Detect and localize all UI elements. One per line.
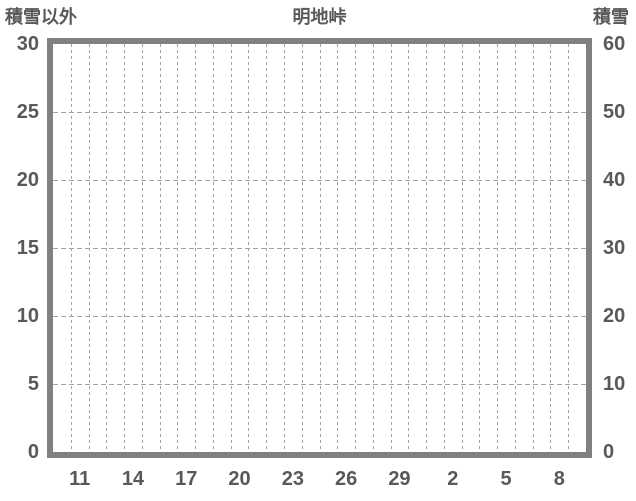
gridlines — [53, 44, 586, 452]
x-axis-tick-label: 17 — [175, 468, 198, 490]
right-axis-tick-label: 20 — [603, 305, 626, 327]
x-axis-tick-label: 14 — [121, 468, 145, 490]
left-axis-title: 積雪以外 — [5, 7, 77, 27]
x-axis-tick-label: 23 — [281, 468, 304, 490]
left-axis-tick-label: 25 — [16, 101, 39, 123]
right-axis-tick-label: 60 — [603, 33, 626, 55]
left-axis-tick-label: 0 — [27, 441, 39, 463]
left-axis-tick-label: 20 — [16, 169, 39, 191]
right-axis-tick-label: 0 — [603, 441, 615, 463]
x-axis-tick-label: 5 — [500, 468, 512, 490]
x-axis-tick-label: 8 — [553, 468, 565, 490]
right-axis-tick-label: 10 — [603, 373, 626, 395]
right-axis-tick-label: 50 — [603, 101, 626, 123]
x-axis-tick-label: 11 — [69, 468, 91, 490]
x-axis-tick-label: 26 — [335, 468, 358, 490]
x-axis-tick-label: 29 — [388, 468, 411, 490]
right-axis-tick-label: 30 — [603, 237, 626, 259]
left-axis-tick-label: 15 — [16, 237, 39, 259]
right-axis-title: 積雪 — [593, 7, 629, 27]
x-axis-tick-label: 2 — [447, 468, 459, 490]
right-axis-tick-label: 40 — [603, 169, 626, 191]
left-axis-tick-label: 10 — [16, 305, 39, 327]
x-axis-tick-label: 20 — [228, 468, 251, 490]
chart-title: 明地峠 — [292, 7, 347, 27]
left-axis-tick-label: 30 — [16, 33, 39, 55]
plot-area — [47, 38, 592, 458]
left-axis-tick-label: 5 — [27, 373, 39, 395]
